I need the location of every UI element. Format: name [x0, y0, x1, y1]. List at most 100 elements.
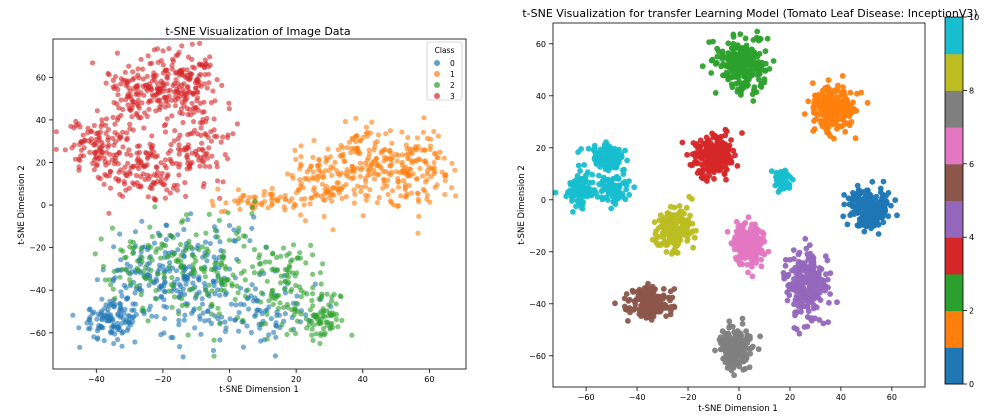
scatter-point	[141, 125, 147, 131]
scatter-point	[317, 270, 323, 276]
scatter-point	[750, 37, 757, 43]
scatter-point	[401, 178, 407, 184]
scatter-point	[761, 251, 768, 258]
scatter-point	[835, 82, 841, 89]
scatter-point	[747, 350, 754, 357]
scatter-point	[271, 329, 277, 335]
scatter-point	[284, 281, 291, 287]
scatter-point	[180, 119, 186, 126]
scatter-point	[192, 127, 198, 133]
scatter-point	[737, 31, 744, 38]
scatter-point	[115, 161, 121, 167]
left-x-axis-label: t-SNE Dimension 1	[219, 385, 299, 395]
scatter-point	[177, 132, 183, 138]
scatter-point	[679, 139, 686, 146]
scatter-point	[215, 186, 221, 192]
scatter-point	[367, 172, 373, 178]
scatter-point	[721, 171, 728, 178]
scatter-point	[177, 241, 184, 248]
scatter-point	[330, 184, 337, 191]
scatter-point	[782, 173, 789, 180]
scatter-point	[62, 147, 68, 153]
scatter-point	[757, 36, 764, 42]
scatter-point	[782, 256, 789, 263]
scatter-point	[430, 166, 436, 172]
scatter-point	[711, 175, 717, 182]
scatter-point	[115, 312, 121, 318]
scatter-point	[320, 309, 326, 315]
scatter-point	[324, 291, 330, 297]
scatter-point	[387, 147, 393, 154]
scatter-point	[228, 301, 234, 307]
scatter-point	[165, 88, 171, 94]
scatter-point	[194, 77, 200, 84]
scatter-point	[827, 270, 834, 277]
scatter-point	[94, 277, 100, 283]
scatter-point	[268, 290, 275, 296]
scatter-point	[589, 171, 596, 178]
right-chart-title: t-SNE Visualization for transfer Learnin…	[522, 7, 977, 20]
scatter-point	[255, 307, 261, 313]
scatter-point	[214, 164, 220, 170]
scatter-point	[333, 301, 339, 307]
scatter-point	[161, 82, 167, 88]
scatter-point	[171, 81, 178, 87]
scatter-point	[164, 254, 170, 260]
scatter-point	[242, 277, 248, 283]
scatter-point	[214, 77, 220, 83]
scatter-point	[118, 257, 124, 263]
scatter-point	[854, 182, 861, 189]
scatter-point	[204, 155, 211, 161]
scatter-point	[415, 144, 421, 150]
scatter-point	[732, 74, 738, 80]
scatter-point	[801, 111, 808, 117]
scatter-point	[115, 92, 121, 98]
scatter-point	[235, 290, 241, 296]
scatter-point	[210, 279, 216, 285]
scatter-point	[416, 213, 422, 219]
scatter-point	[123, 172, 129, 178]
scatter-point	[211, 127, 217, 133]
scatter-point	[417, 165, 423, 171]
scatter-point	[400, 168, 406, 174]
series-8-points	[649, 193, 699, 257]
scatter-point	[217, 337, 223, 343]
left-legend-title: Class	[435, 46, 455, 55]
scatter-point	[706, 39, 712, 45]
scatter-point	[742, 51, 749, 58]
scatter-point	[362, 183, 368, 190]
scatter-point	[206, 145, 212, 151]
scatter-point	[289, 286, 295, 293]
scatter-point	[118, 167, 124, 173]
scatter-point	[310, 303, 316, 309]
scatter-point	[422, 188, 428, 194]
scatter-point	[102, 277, 108, 283]
scatter-point	[106, 277, 112, 283]
scatter-point	[184, 166, 190, 172]
scatter-point	[180, 354, 186, 360]
scatter-point	[146, 282, 152, 288]
scatter-point	[149, 257, 155, 263]
scatter-point	[415, 230, 421, 236]
scatter-point	[685, 216, 692, 223]
scatter-point	[184, 105, 190, 111]
scatter-point	[389, 140, 395, 146]
scatter-point	[442, 191, 448, 198]
scatter-point	[602, 183, 609, 189]
scatter-point	[90, 160, 96, 166]
scatter-point	[270, 251, 276, 257]
scatter-point	[217, 195, 223, 201]
scatter-point	[229, 281, 235, 287]
scatter-point	[797, 273, 804, 279]
series-3-points	[53, 40, 240, 216]
scatter-point	[730, 147, 737, 154]
scatter-point	[406, 182, 412, 189]
x-tick-label: 20	[785, 393, 795, 402]
scatter-point	[613, 148, 620, 155]
scatter-point	[317, 168, 323, 174]
scatter-point	[289, 172, 295, 178]
scatter-point	[258, 321, 264, 327]
x-tick-label: 0	[736, 393, 741, 402]
scatter-point	[197, 62, 203, 68]
scatter-point	[834, 113, 840, 120]
